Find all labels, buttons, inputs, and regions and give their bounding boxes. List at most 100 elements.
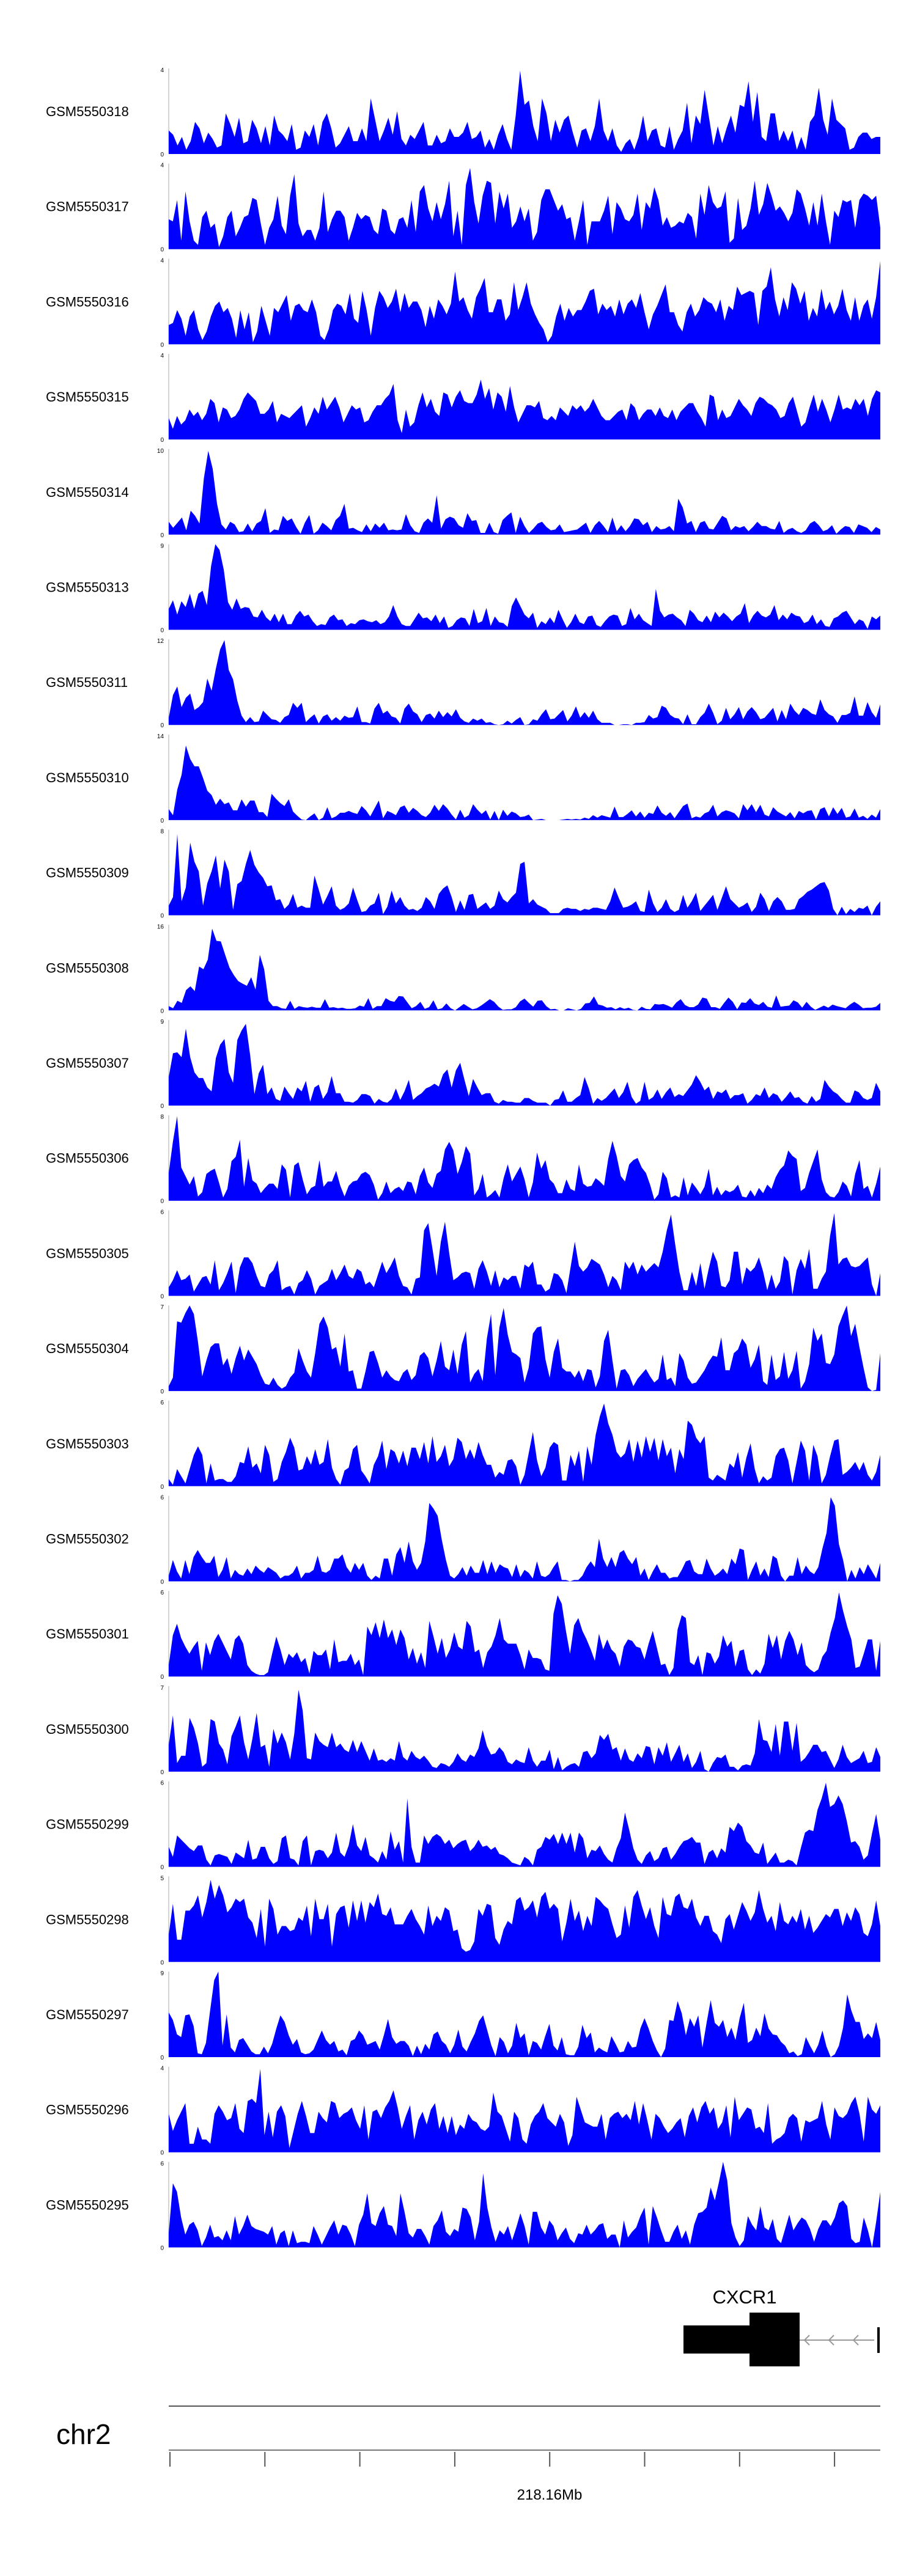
- track-label: GSM5550305: [46, 1246, 129, 1261]
- track-ymin-label: 0: [160, 247, 164, 254]
- track-label: GSM5550297: [46, 2007, 129, 2022]
- coverage-area: [169, 1403, 880, 1486]
- track-label: GSM5550315: [46, 389, 129, 405]
- track-ymax-label: 16: [157, 923, 164, 930]
- track-ymax-label: 6: [160, 1400, 164, 1406]
- coverage-area: [169, 1305, 880, 1392]
- track-GSM5550304: GSM5550304 7 0: [46, 1304, 880, 1395]
- track-ymax-label: 9: [160, 1970, 164, 1977]
- gene-utr-block: [683, 2325, 751, 2354]
- coverage-tracks: GSM555031840GSM555031740GSM555031640GSM5…: [46, 67, 880, 2251]
- coverage-area: [169, 1689, 880, 1772]
- track-ymin-label: 0: [160, 1579, 164, 1586]
- track-label: GSM5550313: [46, 580, 129, 595]
- track-GSM5550313: GSM5550313 9 0: [46, 543, 880, 634]
- track-ymin-label: 0: [160, 913, 164, 920]
- track-GSM5550295: GSM5550295 6 0: [46, 2160, 880, 2251]
- track-label: GSM5550310: [46, 770, 129, 785]
- track-ymax-label: 6: [160, 1495, 164, 1502]
- track-ymax-label: 5: [160, 1875, 164, 1882]
- track-GSM5550299: GSM5550299 6 0: [46, 1780, 880, 1871]
- coverage-area: [169, 1213, 880, 1296]
- track-ymax-label: 4: [160, 2066, 164, 2072]
- track-ymax-label: 7: [160, 1304, 164, 1311]
- track-label: GSM5550308: [46, 960, 129, 975]
- gene-model-cxcr1: CXCR1: [683, 2286, 880, 2366]
- track-label: GSM5550303: [46, 1436, 129, 1451]
- track-ymin-label: 0: [160, 437, 164, 444]
- track-GSM5550311: GSM5550311 12 0: [46, 638, 880, 729]
- track-ymin-label: 0: [160, 2245, 164, 2251]
- track-ymin-label: 0: [160, 1008, 164, 1015]
- track-ymin-label: 0: [160, 532, 164, 539]
- chromosome-label: chr2: [56, 2418, 111, 2450]
- track-GSM5550308: GSM5550308 16 0: [46, 923, 880, 1015]
- track-ymax-label: 6: [160, 1209, 164, 1216]
- track-ymin-label: 0: [160, 818, 164, 824]
- track-label: GSM5550316: [46, 294, 129, 309]
- gene-label: CXCR1: [712, 2286, 776, 2308]
- track-GSM5550298: GSM5550298 5 0: [46, 1875, 880, 1966]
- track-label: GSM5550317: [46, 199, 129, 215]
- track-label: GSM5550300: [46, 1722, 129, 1737]
- track-ymax-label: 4: [160, 353, 164, 359]
- track-label: GSM5550296: [46, 2102, 129, 2118]
- track-ymax-label: 10: [157, 448, 164, 455]
- axis-tick-label: 218.16Mb: [517, 2487, 583, 2503]
- coverage-area: [169, 1024, 880, 1106]
- track-GSM5550315: GSM5550315 4 0: [46, 353, 880, 444]
- track-ymax-label: 6: [160, 1780, 164, 1787]
- track-label: GSM5550306: [46, 1151, 129, 1166]
- track-GSM5550307: GSM5550307 9 0: [46, 1019, 880, 1110]
- coverage-area: [169, 1497, 880, 1582]
- track-ymax-label: 9: [160, 543, 164, 550]
- coverage-area: [169, 745, 880, 820]
- coverage-area: [169, 834, 880, 916]
- track-ymin-label: 0: [160, 342, 164, 348]
- track-label: GSM5550309: [46, 865, 129, 881]
- coverage-area: [169, 167, 880, 249]
- track-GSM5550306: GSM5550306 8 0: [46, 1114, 880, 1205]
- track-label: GSM5550314: [46, 485, 129, 500]
- track-ymax-label: 8: [160, 829, 164, 835]
- track-ymin-label: 0: [160, 2150, 164, 2157]
- track-ymax-label: 14: [157, 733, 164, 740]
- track-GSM5550310: GSM5550310 14 0: [46, 733, 880, 824]
- track-label: GSM5550299: [46, 1817, 129, 1832]
- coverage-area: [169, 1782, 880, 1867]
- coverage-area: [169, 70, 880, 154]
- track-ymax-label: 4: [160, 163, 164, 169]
- track-ymin-label: 0: [160, 152, 164, 158]
- coverage-area: [169, 1879, 880, 1962]
- track-ymin-label: 0: [160, 1198, 164, 1205]
- track-ymin-label: 0: [160, 628, 164, 634]
- track-ymax-label: 4: [160, 257, 164, 264]
- genome-axis: chr2 218.16Mb: [56, 2405, 880, 2503]
- coverage-area: [169, 2069, 880, 2152]
- track-label: GSM5550311: [46, 675, 128, 690]
- track-GSM5550314: GSM5550314 10 0: [46, 448, 880, 539]
- coverage-area: [169, 2162, 880, 2248]
- coverage-area: [169, 1592, 880, 1677]
- track-label: GSM5550304: [46, 1341, 129, 1356]
- coverage-area: [169, 928, 880, 1011]
- gene-exon-block: [749, 2313, 800, 2366]
- track-GSM5550317: GSM5550317 4 0: [46, 163, 880, 254]
- track-ymax-label: 7: [160, 1685, 164, 1692]
- track-ymin-label: 0: [160, 1959, 164, 1966]
- track-GSM5550296: GSM5550296 4 0: [46, 2066, 880, 2157]
- track-ymax-label: 9: [160, 1019, 164, 1026]
- track-ymin-label: 0: [160, 1389, 164, 1395]
- track-ymax-label: 8: [160, 1114, 164, 1121]
- track-ymax-label: 6: [160, 2160, 164, 2167]
- coverage-area: [169, 1116, 880, 1201]
- track-label: GSM5550307: [46, 1055, 129, 1071]
- track-ymax-label: 6: [160, 1590, 164, 1596]
- track-GSM5550301: GSM5550301 6 0: [46, 1590, 880, 1681]
- coverage-area: [169, 380, 880, 440]
- track-GSM5550316: GSM5550316 4 0: [46, 257, 880, 348]
- coverage-area: [169, 450, 880, 535]
- track-GSM5550305: GSM5550305 6 0: [46, 1209, 880, 1300]
